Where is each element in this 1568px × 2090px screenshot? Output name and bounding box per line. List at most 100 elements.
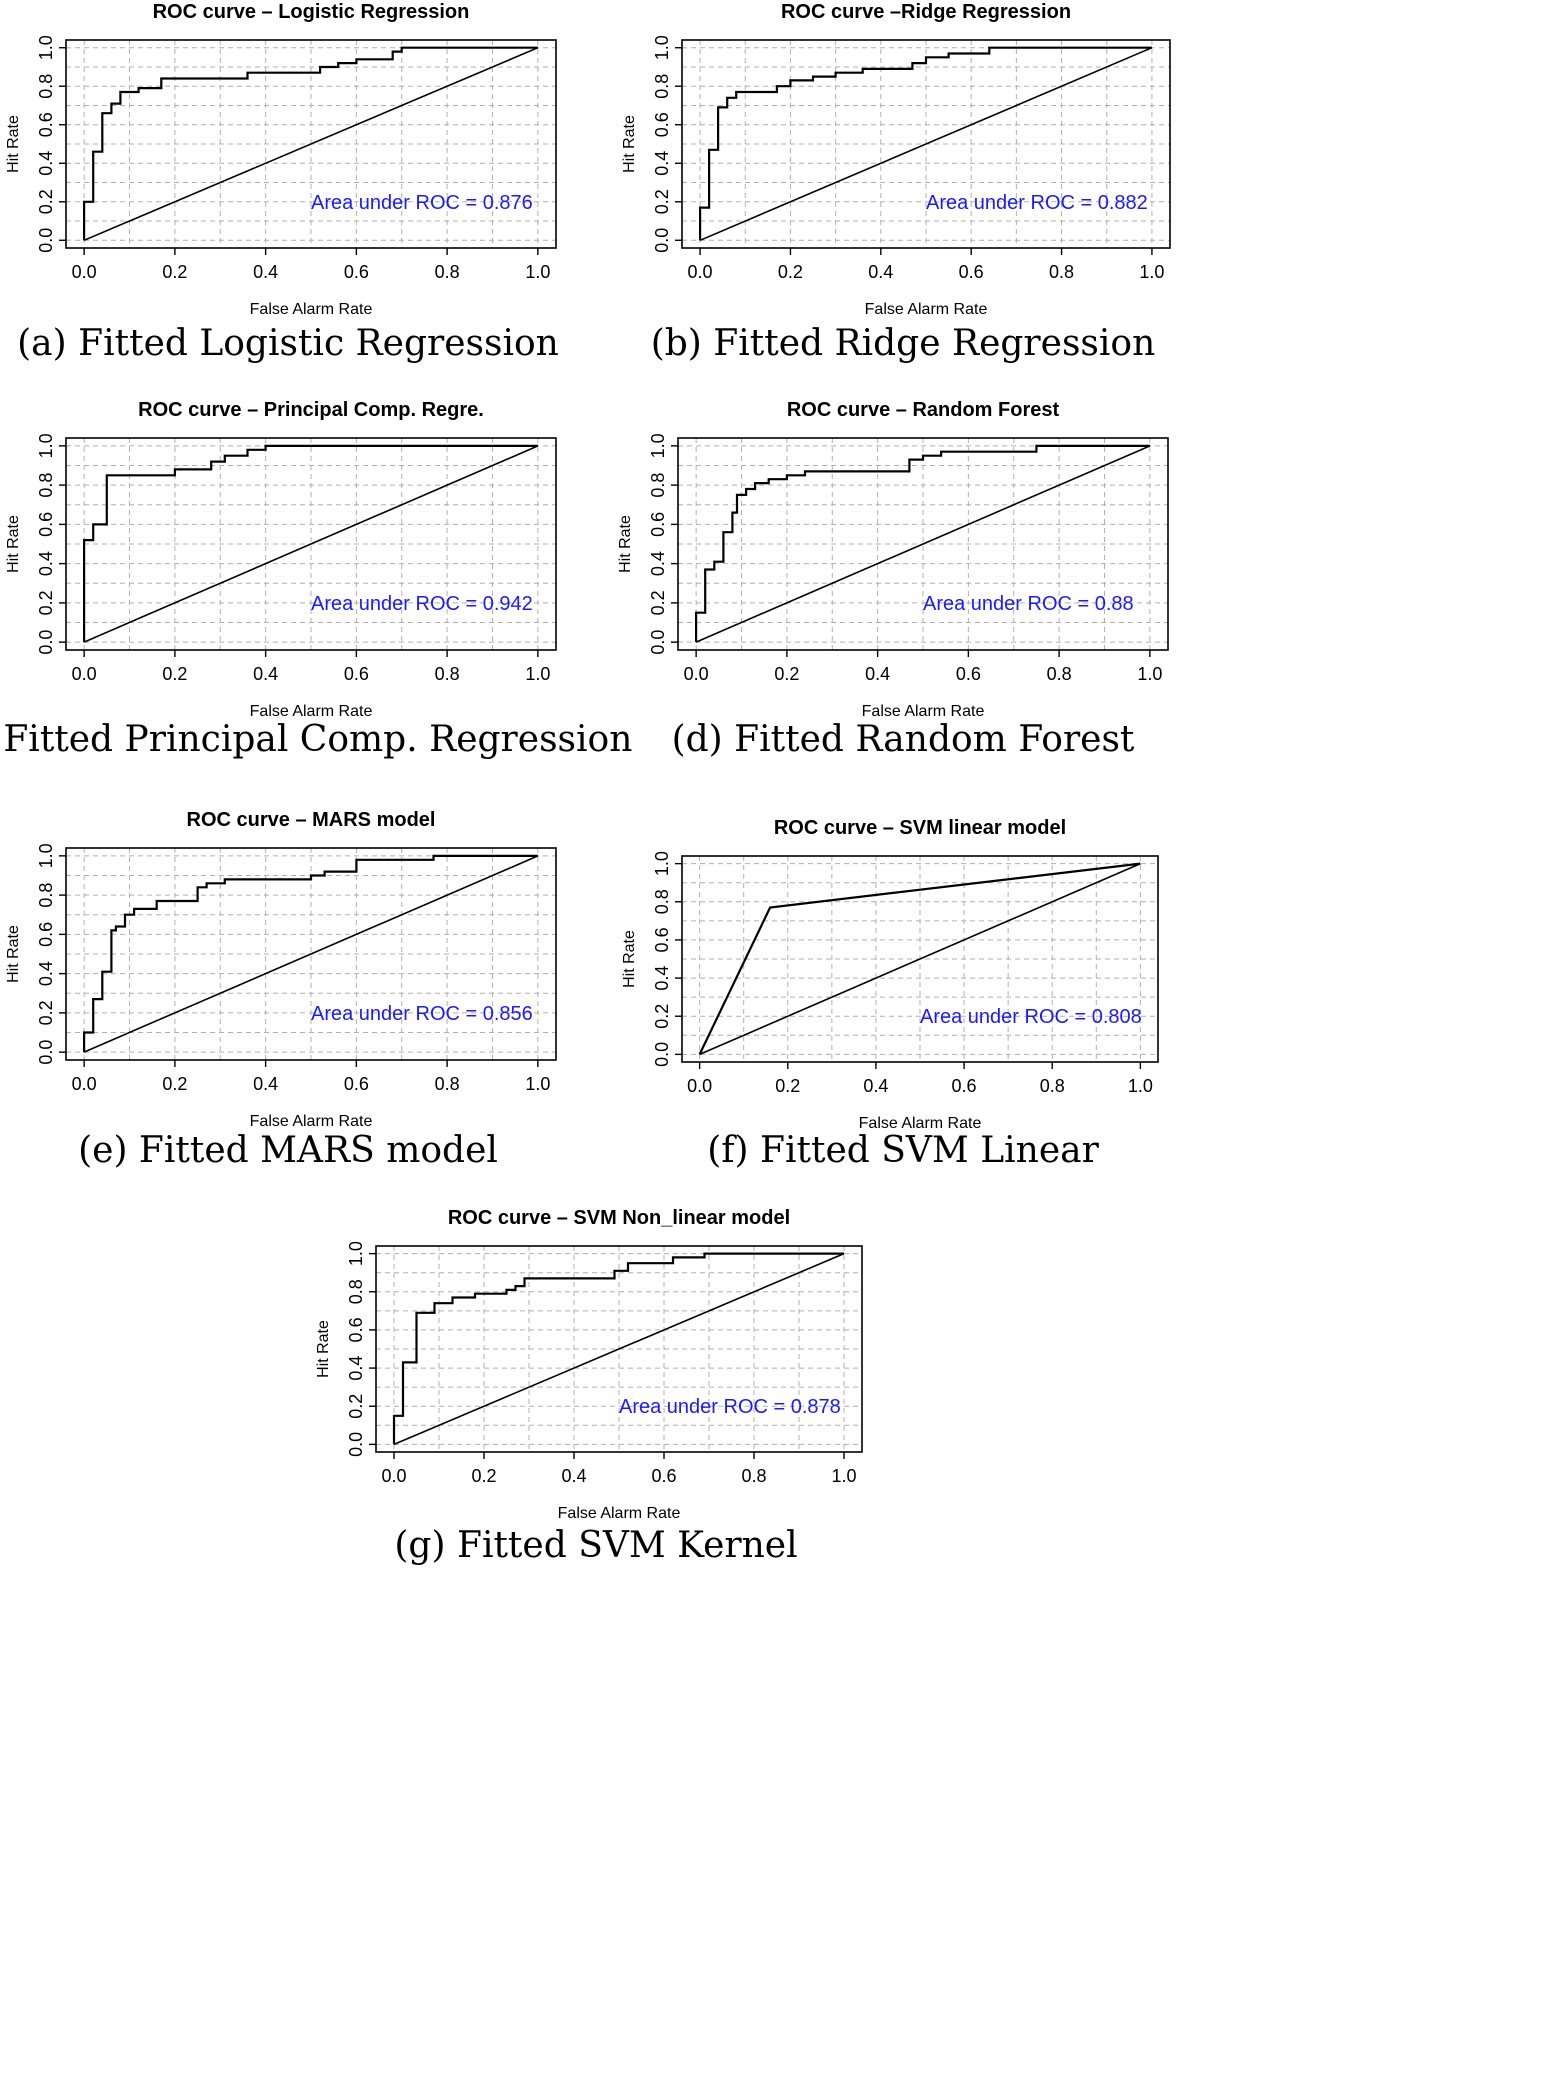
y-tick-label: 0.2 — [648, 590, 668, 615]
x-tick-label: 0.0 — [687, 1076, 712, 1096]
auc-annotation: Area under ROC = 0.808 — [920, 1006, 1142, 1028]
y-axis-label: Hit Rate — [315, 1320, 332, 1378]
x-axis-label: False Alarm Rate — [250, 703, 373, 720]
x-axis-label: False Alarm Rate — [862, 703, 985, 720]
x-tick-label: 1.0 — [1139, 262, 1164, 282]
roc-panel-a: 0.0 0.0 0.2 0.2 0.4 0.4 0.6 0.6 0.8 0.8 1.0 1.0 ROC … — [5, 1, 559, 364]
x-tick-label: 0.0 — [688, 262, 713, 282]
roc-curve-line — [82, 854, 538, 1053]
plot-frame — [677, 437, 1169, 651]
x-tick-label: 0.4 — [253, 1074, 278, 1094]
roc-curve-line — [82, 46, 538, 241]
x-tick-label: 0.2 — [162, 1074, 187, 1094]
y-tick-label: 0.2 — [346, 1394, 366, 1419]
chance-diagonal-line — [83, 855, 539, 1053]
auc-annotation: Area under ROC = 0.856 — [311, 1003, 533, 1025]
subfigure-caption: (g) Fitted SVM Kernel — [394, 1525, 797, 1566]
y-axis-label: Hit Rate — [5, 115, 22, 173]
x-tick-label: 1.0 — [831, 1466, 856, 1486]
x-axis-label: False Alarm Rate — [859, 1115, 982, 1132]
y-tick-label: 0.0 — [648, 630, 668, 655]
x-tick-label: 0.6 — [959, 262, 984, 282]
roc-curve-line — [698, 46, 1152, 241]
x-tick-label: 0.8 — [1049, 262, 1074, 282]
x-tick-label: 0.8 — [435, 262, 460, 282]
auc-annotation: Area under ROC = 0.88 — [923, 593, 1134, 615]
plot-frame — [681, 855, 1159, 1063]
chart-title: ROC curve – SVM linear model — [774, 817, 1066, 839]
chance-diagonal-line — [83, 445, 539, 643]
y-tick-label: 1.0 — [36, 433, 56, 458]
y-tick-label: 1.0 — [346, 1241, 366, 1266]
subfigure-caption: (b) Fitted Ridge Regression — [651, 323, 1156, 364]
auc-annotation: Area under ROC = 0.882 — [926, 192, 1148, 214]
x-tick-label: 0.4 — [868, 262, 893, 282]
x-tick-label: 0.0 — [72, 1074, 97, 1094]
x-tick-label: 0.8 — [435, 664, 460, 684]
x-tick-label: 0.2 — [778, 262, 803, 282]
x-tick-label: 0.6 — [952, 1076, 977, 1096]
y-tick-label: 0.8 — [36, 473, 56, 498]
x-axis-label: False Alarm Rate — [865, 301, 988, 318]
x-tick-label: 0.2 — [775, 1076, 800, 1096]
subfigure-caption: (c) Fitted Principal Comp. Regression — [0, 719, 632, 760]
y-tick-label: 0.8 — [652, 889, 672, 914]
y-axis-label: Hit Rate — [621, 930, 638, 988]
y-tick-label: 0.4 — [346, 1356, 366, 1381]
roc-curve-line — [698, 862, 1141, 1055]
roc-panel-e: 0.0 0.0 0.2 0.2 0.4 0.4 0.6 0.6 0.8 0.8 1.0 1.0 ROC … — [5, 809, 557, 1171]
y-tick-label: 1.0 — [652, 35, 672, 60]
y-tick-label: 0.6 — [36, 512, 56, 537]
y-tick-label: 0.8 — [648, 473, 668, 498]
x-tick-label: 0.0 — [72, 664, 97, 684]
roc-curve-line — [82, 444, 538, 643]
chance-diagonal-line — [699, 862, 1141, 1056]
y-tick-label: 0.4 — [648, 551, 668, 576]
y-axis-label: Hit Rate — [621, 115, 638, 173]
x-tick-label: 0.0 — [381, 1466, 406, 1486]
x-tick-label: 0.8 — [741, 1466, 766, 1486]
y-tick-label: 0.4 — [36, 961, 56, 986]
y-tick-label: 0.2 — [36, 189, 56, 214]
subfigure-caption: (a) Fitted Logistic Regression — [17, 323, 559, 364]
x-tick-label: 0.4 — [253, 664, 278, 684]
chart-title: ROC curve – Principal Comp. Regre. — [138, 399, 484, 421]
y-tick-label: 0.8 — [36, 883, 56, 908]
x-tick-label: 0.2 — [471, 1466, 496, 1486]
roc-panel-d: 0.0 0.0 0.2 0.2 0.4 0.4 0.6 0.6 0.8 0.8 1.0 1.0 ROC … — [617, 399, 1169, 760]
auc-annotation: Area under ROC = 0.942 — [311, 593, 533, 615]
plot-frame — [65, 847, 557, 1061]
y-tick-label: 0.0 — [36, 228, 56, 253]
y-tick-label: 0.0 — [652, 228, 672, 253]
roc-curve-line — [694, 444, 1150, 643]
subfigure-caption: (e) Fitted MARS model — [78, 1130, 498, 1171]
roc-panel-b: 0.0 0.0 0.2 0.2 0.4 0.4 0.6 0.6 0.8 0.8 1.0 1.0 ROC … — [621, 1, 1171, 364]
y-tick-label: 1.0 — [36, 35, 56, 60]
y-tick-label: 0.2 — [36, 590, 56, 615]
y-tick-label: 0.4 — [652, 966, 672, 991]
y-tick-label: 0.6 — [652, 112, 672, 137]
chart-title: ROC curve – SVM Non_linear model — [448, 1207, 790, 1229]
roc-panel-c: 0.0 0.0 0.2 0.2 0.4 0.4 0.6 0.6 0.8 0.8 1.0 1.0 ROC … — [0, 399, 632, 760]
roc-panel-f: 0.0 0.0 0.2 0.2 0.4 0.4 0.6 0.6 0.8 0.8 1.0 1.0 ROC … — [621, 817, 1159, 1171]
x-tick-label: 1.0 — [1128, 1076, 1153, 1096]
y-tick-label: 1.0 — [36, 843, 56, 868]
x-tick-label: 0.2 — [162, 262, 187, 282]
y-tick-label: 0.0 — [36, 1040, 56, 1065]
x-tick-label: 1.0 — [525, 1074, 550, 1094]
chance-diagonal-line — [393, 1252, 845, 1446]
chart-title: ROC curve –Ridge Regression — [781, 1, 1071, 23]
roc-curve-line — [392, 1252, 844, 1445]
x-tick-label: 0.6 — [344, 262, 369, 282]
chance-diagonal-line — [695, 445, 1151, 643]
y-tick-label: 0.8 — [652, 74, 672, 99]
y-tick-label: 0.8 — [36, 74, 56, 99]
y-tick-label: 0.6 — [346, 1317, 366, 1342]
x-tick-label: 0.8 — [1047, 664, 1072, 684]
x-axis-label: False Alarm Rate — [250, 301, 373, 318]
x-tick-label: 0.2 — [162, 664, 187, 684]
y-axis-label: Hit Rate — [617, 515, 634, 573]
y-tick-label: 0.0 — [346, 1432, 366, 1457]
x-axis-label: False Alarm Rate — [250, 1113, 373, 1130]
